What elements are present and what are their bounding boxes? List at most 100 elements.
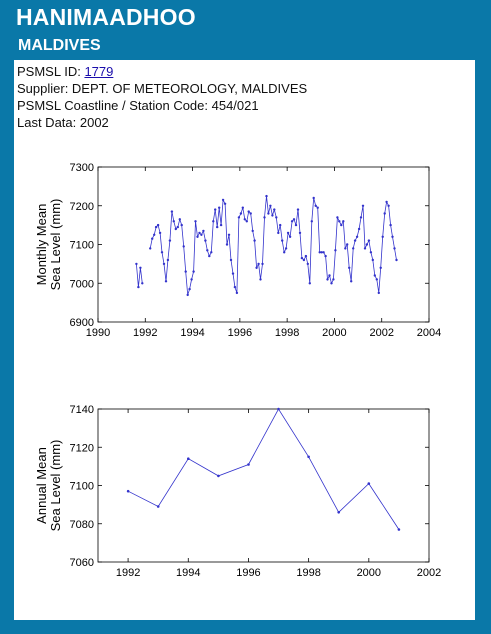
data-point bbox=[298, 231, 302, 235]
y-tick-label: 7120 bbox=[70, 442, 94, 454]
series-line bbox=[149, 196, 397, 296]
data-point bbox=[294, 223, 298, 227]
data-point bbox=[316, 206, 319, 209]
data-point bbox=[371, 258, 374, 262]
data-point bbox=[257, 262, 260, 266]
y-axis-label-line2: Sea Level (mm) bbox=[48, 199, 63, 291]
data-point bbox=[353, 239, 357, 242]
data-point bbox=[160, 251, 164, 254]
y-tick-label: 7060 bbox=[70, 557, 94, 569]
data-point bbox=[212, 220, 215, 223]
data-point bbox=[284, 247, 288, 250]
data-point bbox=[286, 231, 290, 235]
data-point bbox=[369, 251, 373, 254]
monthly-mean-chart: 6900 7000 7100 7200 7300 1990 1992 1994 1996 1998… bbox=[34, 162, 441, 339]
data-point bbox=[320, 251, 323, 254]
data-point bbox=[296, 208, 300, 211]
x-tick-label: 2000 bbox=[322, 327, 346, 339]
data-point bbox=[357, 227, 361, 231]
data-point bbox=[249, 212, 252, 215]
data-point bbox=[302, 258, 306, 262]
data-point bbox=[312, 196, 315, 200]
data-point bbox=[306, 262, 309, 266]
plot-frame bbox=[97, 408, 430, 563]
data-point bbox=[223, 202, 227, 205]
x-tick-label: 1994 bbox=[180, 327, 204, 339]
data-point bbox=[337, 511, 341, 514]
data-point bbox=[279, 223, 282, 227]
station-info: PSMSL ID: 1779 Supplier: DEPT. OF METEOR… bbox=[17, 63, 307, 131]
data-point bbox=[277, 407, 280, 411]
data-point bbox=[326, 278, 329, 281]
data-point bbox=[198, 231, 201, 235]
data-point bbox=[389, 223, 392, 227]
data-point bbox=[170, 210, 174, 213]
data-point bbox=[233, 285, 237, 289]
data-point bbox=[350, 280, 353, 283]
data-point bbox=[314, 204, 317, 207]
data-point bbox=[156, 505, 160, 508]
data-point bbox=[156, 223, 160, 227]
data-point bbox=[393, 247, 396, 250]
y-tick-label: 6900 bbox=[70, 317, 94, 329]
psmsl-id-link[interactable]: 1779 bbox=[84, 64, 114, 79]
data-point bbox=[214, 208, 217, 211]
data-point bbox=[168, 239, 172, 242]
data-point bbox=[137, 285, 140, 289]
data-point bbox=[164, 280, 168, 283]
data-point bbox=[166, 258, 170, 262]
data-point bbox=[202, 229, 205, 233]
data-point bbox=[334, 249, 337, 252]
data-point bbox=[395, 258, 398, 262]
x-tick-label: 1998 bbox=[296, 567, 320, 579]
data-point bbox=[186, 293, 189, 297]
data-point bbox=[308, 282, 311, 285]
data-point bbox=[387, 204, 390, 207]
data-point bbox=[330, 282, 333, 285]
data-point bbox=[194, 220, 197, 223]
coastline-line: PSMSL Coastline / Station Code: 454/021 bbox=[17, 98, 259, 113]
data-point bbox=[180, 223, 183, 227]
data-point bbox=[192, 270, 195, 273]
data-point bbox=[237, 216, 241, 219]
data-point bbox=[190, 278, 193, 281]
data-point bbox=[352, 247, 355, 250]
data-point bbox=[204, 239, 207, 242]
data-point bbox=[322, 251, 325, 254]
data-point bbox=[126, 489, 130, 493]
y-tick-label: 7200 bbox=[70, 201, 94, 213]
data-point bbox=[361, 204, 365, 207]
data-point bbox=[391, 235, 394, 238]
x-tick-label: 1996 bbox=[228, 327, 252, 339]
x-tick-label: 1998 bbox=[275, 327, 299, 339]
data-point bbox=[355, 235, 359, 238]
data-point bbox=[265, 194, 268, 198]
data-point bbox=[300, 256, 304, 260]
data-point bbox=[324, 254, 327, 258]
x-tick-label: 2004 bbox=[417, 327, 441, 339]
data-point bbox=[385, 200, 388, 204]
data-point bbox=[162, 262, 166, 266]
y-axis-label-line1: Monthly Mean bbox=[34, 204, 49, 286]
data-point bbox=[281, 239, 284, 242]
data-point bbox=[208, 254, 211, 258]
data-point bbox=[153, 233, 156, 236]
x-tick-label: 1992 bbox=[116, 567, 140, 579]
data-point bbox=[259, 278, 262, 281]
data-point bbox=[348, 266, 351, 269]
data-point bbox=[247, 210, 250, 213]
x-tick-label: 2002 bbox=[369, 327, 393, 339]
series-line bbox=[127, 408, 400, 530]
data-point bbox=[283, 251, 286, 254]
psmsl-id-line: PSMSL ID: 1779 bbox=[17, 63, 307, 80]
data-point bbox=[365, 243, 369, 246]
data-point bbox=[151, 237, 154, 240]
data-point bbox=[310, 220, 313, 223]
data-point bbox=[397, 528, 401, 531]
psmsl-id-label: PSMSL ID: bbox=[17, 64, 85, 79]
supplier-line: Supplier: DEPT. OF METEOROLOGY, MALDIVES bbox=[17, 81, 308, 96]
data-point bbox=[206, 249, 209, 252]
data-point bbox=[273, 208, 276, 211]
station-title: HANIMAADHOO bbox=[16, 4, 196, 30]
data-point bbox=[139, 266, 142, 269]
